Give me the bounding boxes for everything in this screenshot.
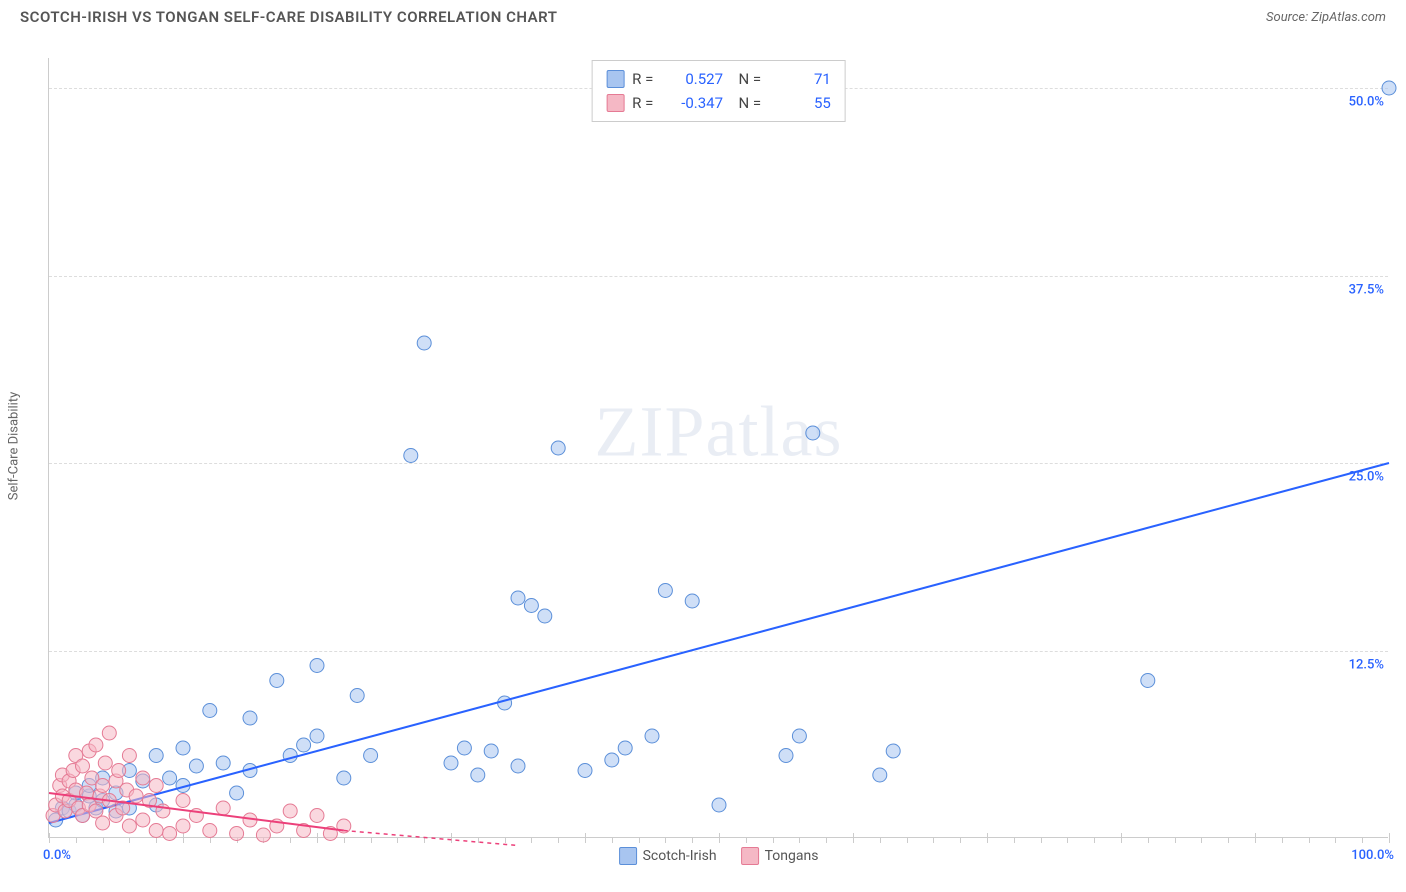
r-value-tongans: -0.347 [665, 91, 723, 115]
data-point [350, 689, 364, 703]
data-point [129, 789, 143, 803]
data-point [618, 741, 632, 755]
legend-label: Tongans [765, 848, 819, 864]
data-point [511, 759, 525, 773]
trend-line [49, 463, 1389, 823]
source-label: Source: ZipAtlas.com [1266, 10, 1386, 25]
data-point [163, 827, 177, 841]
data-point [203, 824, 217, 838]
data-point [122, 819, 136, 833]
data-point [457, 741, 471, 755]
data-point [98, 756, 112, 770]
swatch-scotch-irish [606, 70, 624, 88]
legend-row-tongans: R = -0.347 N = 55 [606, 91, 831, 115]
data-point [1382, 81, 1396, 95]
legend-item-scotch-irish: Scotch-Irish [619, 847, 717, 865]
data-point [136, 771, 150, 785]
legend-row-scotch-irish: R = 0.527 N = 71 [606, 67, 831, 91]
data-point [417, 336, 431, 350]
data-point [806, 426, 820, 440]
data-point [216, 756, 230, 770]
data-point [243, 711, 257, 725]
data-point [1141, 674, 1155, 688]
data-point [76, 759, 90, 773]
chart-header: SCOTCH-IRISH VS TONGAN SELF-CARE DISABIL… [0, 0, 1406, 30]
data-point [498, 696, 512, 710]
data-point [310, 729, 324, 743]
data-point [337, 771, 351, 785]
swatch-icon [619, 847, 637, 865]
scatter-plot [49, 58, 1388, 837]
data-point [230, 786, 244, 800]
data-point [112, 764, 126, 778]
data-point [712, 798, 726, 812]
data-point [605, 753, 619, 767]
data-point [230, 827, 244, 841]
data-point [96, 779, 110, 793]
data-point [578, 764, 592, 778]
data-point [404, 449, 418, 463]
n-value-scotch-irish: 71 [773, 67, 831, 91]
n-value-tongans: 55 [773, 91, 831, 115]
data-point [297, 738, 311, 752]
data-point [189, 759, 203, 773]
data-point [176, 794, 190, 808]
data-point [685, 594, 699, 608]
data-point [149, 779, 163, 793]
r-value-scotch-irish: 0.527 [665, 67, 723, 91]
data-point [484, 744, 498, 758]
data-point [792, 729, 806, 743]
legend-label: Scotch-Irish [643, 848, 717, 864]
data-point [873, 768, 887, 782]
data-point [444, 756, 458, 770]
legend-item-tongans: Tongans [741, 847, 819, 865]
data-point [310, 659, 324, 673]
data-point [136, 813, 150, 827]
chart-title: SCOTCH-IRISH VS TONGAN SELF-CARE DISABIL… [20, 8, 557, 26]
series-legend: Scotch-Irish Tongans [619, 847, 819, 865]
data-point [886, 744, 900, 758]
data-point [96, 816, 110, 830]
data-point [310, 809, 324, 823]
data-point [163, 771, 177, 785]
swatch-icon [741, 847, 759, 865]
swatch-tongans [606, 94, 624, 112]
data-point [256, 828, 270, 842]
data-point [149, 749, 163, 763]
data-point [538, 609, 552, 623]
data-point [176, 741, 190, 755]
x-axis-max-label: 100.0% [1351, 848, 1394, 863]
data-point [364, 749, 378, 763]
data-point [511, 591, 525, 605]
data-point [645, 729, 659, 743]
data-point [102, 726, 116, 740]
data-point [779, 749, 793, 763]
data-point [283, 804, 297, 818]
data-point [149, 824, 163, 838]
data-point [658, 584, 672, 598]
data-point [176, 819, 190, 833]
correlation-legend: R = 0.527 N = 71 R = -0.347 N = 55 [591, 60, 846, 122]
data-point [551, 441, 565, 455]
data-point [216, 801, 230, 815]
data-point [471, 768, 485, 782]
x-axis-min-label: 0.0% [43, 848, 71, 863]
data-point [203, 704, 217, 718]
y-axis-title: Self-Care Disability [7, 392, 22, 500]
data-point [270, 674, 284, 688]
data-point [122, 749, 136, 763]
chart-plot-area: ZIPatlas 12.5%25.0%37.5%50.0% R = 0.527 … [48, 58, 1388, 838]
data-point [524, 599, 538, 613]
data-point [89, 738, 103, 752]
